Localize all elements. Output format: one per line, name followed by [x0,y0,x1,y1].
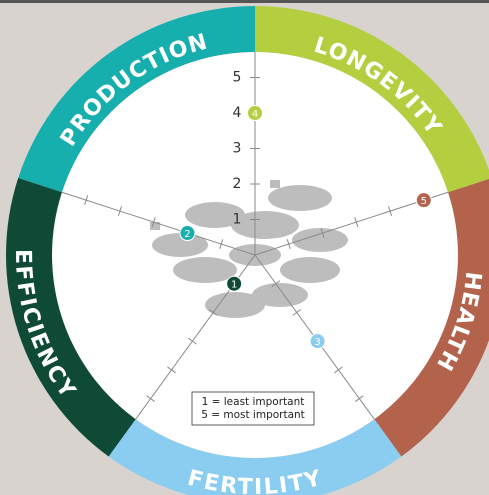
data-label: 2 [184,229,190,240]
tick-label: 2 [233,176,242,192]
tick-label: 4 [233,105,242,121]
chart: PRODUCTIONLONGEVITYHEALTHFERTILITYEFFICI… [0,0,489,495]
data-label: 3 [314,337,320,348]
tick-label: 5 [233,70,242,86]
tick-label: 3 [233,141,242,157]
legend-text: 5 = most important [201,409,305,421]
page: PRODUCTIONLONGEVITYHEALTHFERTILITYEFFICI… [0,0,489,495]
top-border [0,0,489,3]
legend-text: 1 = least important [202,396,305,408]
data-label: 4 [252,109,258,120]
data-label: 1 [231,280,237,291]
data-label: 5 [421,196,427,207]
tick-label: 1 [233,212,242,228]
